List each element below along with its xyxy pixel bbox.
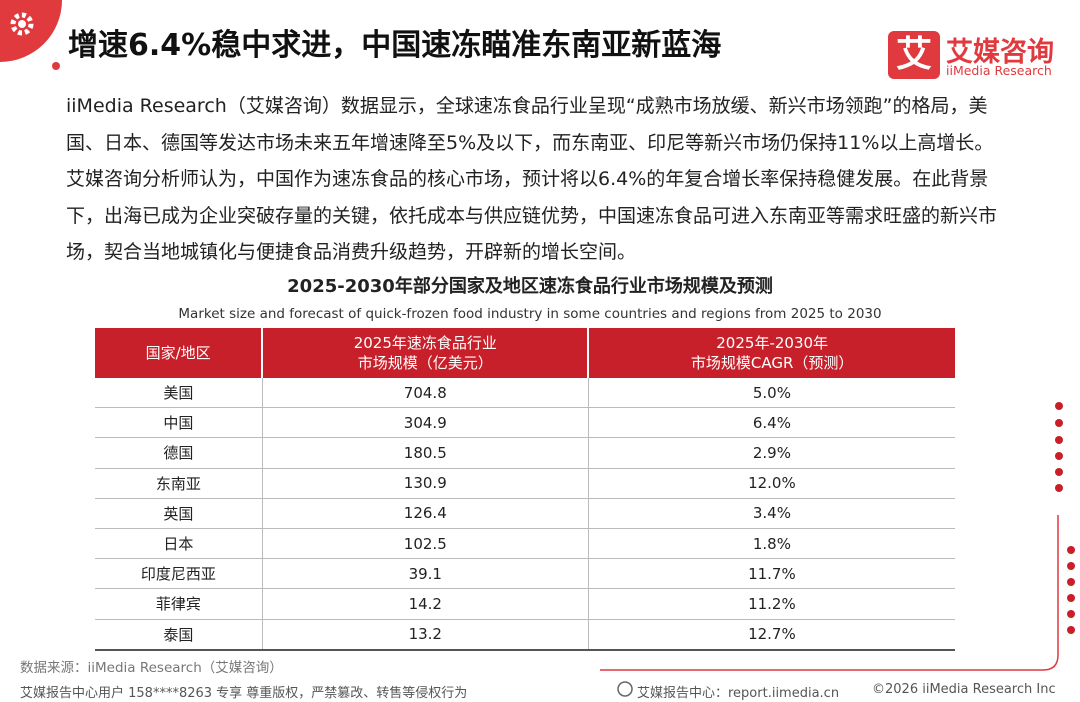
table-cell: 1.8% bbox=[588, 528, 955, 560]
table-cell: 5.0% bbox=[588, 378, 955, 409]
footer-copyright: ©2026 iiMedia Research Inc bbox=[872, 682, 1056, 697]
data-table: 国家/地区 2025年速冻食品行业 市场规模（亿美元） 2025年-2030年 市场规模… bbox=[95, 328, 955, 651]
table-cell: 126.4 bbox=[262, 498, 589, 529]
header-line: 国家/地区 bbox=[145, 344, 211, 362]
table-cell: 12.0% bbox=[588, 468, 955, 499]
table-cell: 中国 bbox=[95, 407, 263, 439]
table-row: 菲律宾 14.2 11.2% bbox=[95, 588, 955, 620]
logo-sub: iiMedia Research bbox=[946, 63, 1052, 78]
column-header: 国家/地区 bbox=[95, 328, 264, 378]
table-cell: 12.7% bbox=[588, 619, 955, 651]
header-line: 市场规模（亿美元） bbox=[357, 354, 493, 372]
table-cell: 304.9 bbox=[262, 407, 589, 439]
column-header: 2025年-2030年市场规模CAGR（预测） bbox=[588, 328, 955, 378]
table-cell: 102.5 bbox=[262, 528, 589, 560]
table-cell: 英国 bbox=[95, 498, 263, 529]
footer-site: 艾媒报告中心：report.iimedia.cn bbox=[637, 686, 840, 701]
table-cell: 180.5 bbox=[262, 437, 589, 469]
table-cell: 日本 bbox=[95, 528, 263, 560]
table-row: 美国 704.8 5.0% bbox=[95, 378, 955, 409]
table-subtitle: Market size and forecast of quick-frozen… bbox=[178, 306, 882, 322]
source: 数据来源：iiMedia Research（艾媒咨询） bbox=[20, 660, 283, 676]
header-line: 2025年-2030年 bbox=[716, 334, 829, 352]
header-line: 市场规模CAGR（预测） bbox=[690, 354, 854, 372]
table-cell: 2.9% bbox=[588, 437, 955, 469]
footer-notice: 艾媒报告中心用户 158****8263 专享 尊重版权，严禁篡改、转售等侵权行… bbox=[20, 686, 468, 701]
header-line: 2025年速冻食品行业 bbox=[353, 334, 497, 352]
logo-name: 艾媒咨询 bbox=[946, 37, 1054, 68]
table-cell: 美国 bbox=[95, 378, 263, 409]
table-row: 中国 304.9 6.4% bbox=[95, 407, 955, 439]
page-title: 增速6.4%稳中求进，中国速冻瞄准东南亚新蓝海 bbox=[68, 28, 722, 63]
table-cell: 泰国 bbox=[95, 619, 263, 651]
table-cell: 14.2 bbox=[262, 588, 589, 620]
table-cell: 6.4% bbox=[588, 407, 955, 439]
table-row: 印度尼西亚 39.1 11.7% bbox=[95, 558, 955, 590]
table-row: 泰国 13.2 12.7% bbox=[95, 619, 955, 651]
table-cell: 130.9 bbox=[262, 468, 589, 499]
table-row: 英国 126.4 3.4% bbox=[95, 498, 955, 529]
table-cell: 印度尼西亚 bbox=[95, 558, 263, 590]
table-cell: 11.2% bbox=[588, 588, 955, 620]
table-cell: 704.8 bbox=[262, 378, 589, 409]
table-row: 德国 180.5 2.9% bbox=[95, 437, 955, 469]
table-cell: 11.7% bbox=[588, 558, 955, 590]
table-cell: 菲律宾 bbox=[95, 588, 263, 620]
paragraph: iiMedia Research（艾媒咨询）数据显示，全球速冻食品行业呈现“成熟… bbox=[66, 95, 998, 263]
table-title: 2025-2030年部分国家及地区速冻食品行业市场规模及预测 bbox=[287, 276, 773, 297]
table-row: 东南亚 130.9 12.0% bbox=[95, 468, 955, 499]
table-cell: 东南亚 bbox=[95, 468, 263, 499]
table-cell: 3.4% bbox=[588, 498, 955, 529]
table-cell: 39.1 bbox=[262, 558, 589, 590]
logo-mark: 艾 bbox=[895, 34, 932, 75]
table-row: 日本 102.5 1.8% bbox=[95, 528, 955, 560]
column-header: 2025年速冻食品行业 市场规模（亿美元） bbox=[262, 328, 590, 378]
table-cell: 德国 bbox=[95, 437, 263, 469]
table-cell: 13.2 bbox=[262, 619, 589, 651]
